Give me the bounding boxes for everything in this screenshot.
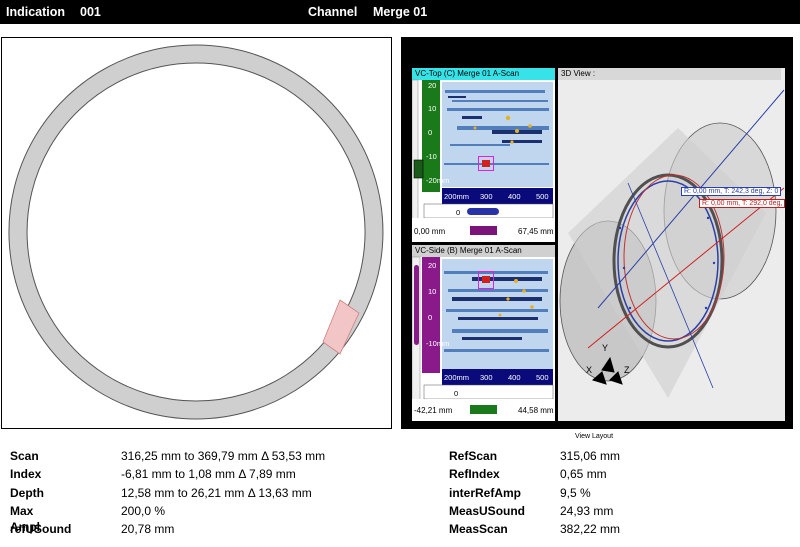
side-ruler-y-1: 20 bbox=[428, 261, 437, 270]
measurement-value: 315,06 mm bbox=[560, 449, 621, 463]
top-ruler-y-2: 10 bbox=[428, 104, 437, 113]
top-ruler-x-2: 300 bbox=[480, 192, 493, 201]
indication-header-bar: Indication 001 Channel Merge 01 bbox=[0, 0, 800, 24]
measurement-value: 20,78 mm bbox=[121, 522, 175, 536]
measurement-label: MeasScan bbox=[449, 522, 508, 536]
measurement-label: RefScan bbox=[449, 449, 498, 463]
3d-view-canvas bbox=[559, 89, 785, 398]
indication-label: Indication bbox=[6, 5, 66, 19]
side-ruler-y-3: 0 bbox=[428, 313, 433, 322]
3d-red-cursor-label: R: 0,00 mm, T: 292,0 deg, bbox=[699, 199, 785, 208]
measurement-label: Depth bbox=[10, 486, 44, 500]
side-view-title: VC-Side (B) Merge 01 A-Scan bbox=[412, 245, 555, 257]
measurement-label: MeasUSound bbox=[449, 504, 526, 518]
top-ruler-y-5: -20mm bbox=[426, 176, 450, 185]
ring-view-canvas bbox=[8, 44, 384, 420]
channel-value: Merge 01 bbox=[373, 5, 428, 19]
top-ruler-x-1: 200mm bbox=[444, 192, 470, 201]
side-ruler-y-4: -10mm bbox=[426, 339, 450, 348]
side-ruler-x-1: 200mm bbox=[444, 373, 470, 382]
top-ruler-y-3: 0 bbox=[428, 128, 433, 137]
measurement-label: refUSound bbox=[10, 522, 72, 536]
3d-view[interactable]: 3D View : R: 0,00 mm, T: 242,3 deg, Z: 0… bbox=[558, 68, 785, 421]
measurement-value: 9,5 % bbox=[560, 486, 591, 500]
3d-blue-cursor-label: R: 0,00 mm, T: 242,3 deg, Z: 0 bbox=[681, 187, 782, 196]
top-range-max: 67,45 mm bbox=[518, 227, 554, 236]
measurement-value: -6,81 mm to 1,08 mm Δ 7,89 mm bbox=[121, 467, 296, 481]
top-view-title: VC-Top (C) Merge 01 A-Scan bbox=[412, 68, 555, 80]
side-ruler-x-2: 300 bbox=[480, 373, 493, 382]
3d-axis-y-label: Y bbox=[602, 343, 609, 353]
side-range-max: 44,58 mm bbox=[518, 406, 554, 415]
channel-label: Channel bbox=[308, 5, 358, 19]
measurement-label: Index bbox=[10, 467, 42, 481]
top-range-min: 0,00 mm bbox=[414, 227, 446, 236]
side-b-scan-view[interactable]: VC-Side (B) Merge 01 A-Scan bbox=[412, 245, 555, 421]
top-view-input[interactable]: 0 bbox=[456, 208, 461, 217]
view-layout-label[interactable]: View Layout bbox=[575, 433, 614, 440]
measurement-label: Max Ampl bbox=[10, 504, 40, 534]
top-view-canvas bbox=[412, 79, 555, 242]
top-ruler-x-4: 500 bbox=[536, 192, 549, 201]
top-ruler-y-4: -10 bbox=[426, 152, 437, 161]
measurement-value: 316,25 mm to 369,79 mm Δ 53,53 mm bbox=[121, 449, 326, 463]
scan-views-panel: VC-Top (C) Merge 01 A-Scan bbox=[401, 37, 793, 429]
measurement-label: interRefAmp bbox=[449, 486, 522, 500]
top-view-indication-marker[interactable] bbox=[478, 156, 494, 171]
side-view-canvas bbox=[412, 256, 555, 421]
side-ruler-y-2: 10 bbox=[428, 287, 437, 296]
top-ruler-x-3: 400 bbox=[508, 192, 521, 201]
side-view-indication-marker[interactable] bbox=[478, 271, 494, 289]
indication-zone[interactable] bbox=[322, 299, 360, 355]
measurement-value: 12,58 mm to 26,21 mm Δ 13,63 mm bbox=[121, 486, 312, 500]
side-range-min: -42,21 mm bbox=[414, 406, 453, 415]
side-view-input[interactable]: 0 bbox=[454, 389, 459, 398]
pipe-ring bbox=[8, 44, 384, 420]
indication-value: 001 bbox=[80, 5, 101, 19]
measurement-label: RefIndex bbox=[449, 467, 500, 481]
top-c-scan-view[interactable]: VC-Top (C) Merge 01 A-Scan bbox=[412, 68, 555, 242]
measurement-label: Scan bbox=[10, 449, 39, 463]
measurement-value: 0,65 mm bbox=[560, 467, 607, 481]
measurement-value: 382,22 mm bbox=[560, 522, 621, 536]
3d-axis-x-label: X bbox=[586, 365, 593, 375]
side-ruler-x-4: 500 bbox=[536, 373, 549, 382]
side-ruler-x-3: 400 bbox=[508, 373, 521, 382]
3d-axis-z-label: Z bbox=[624, 365, 630, 375]
ring-view-panel[interactable] bbox=[1, 37, 392, 429]
top-ruler-y-1: 20 bbox=[428, 81, 437, 90]
measurement-value: 24,93 mm bbox=[560, 504, 614, 518]
measurement-value: 200,0 % bbox=[121, 504, 166, 518]
3d-view-title: 3D View : bbox=[558, 68, 781, 80]
